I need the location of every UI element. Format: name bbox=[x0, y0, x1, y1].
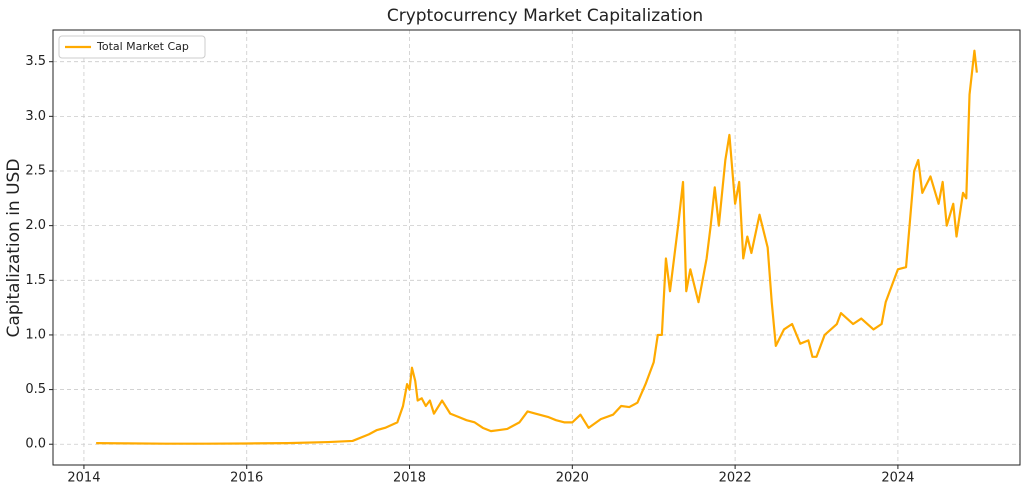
x-tick-label: 2016 bbox=[230, 471, 263, 486]
line-series bbox=[96, 49, 978, 445]
chart-title: Cryptocurrency Market Capitalization bbox=[387, 6, 703, 26]
legend-label: Total Market Cap bbox=[96, 40, 189, 53]
y-axis-label: Capitalization in USD bbox=[4, 159, 24, 338]
y-tick-label: 3.0 bbox=[25, 109, 46, 124]
x-tick-label: 2024 bbox=[881, 471, 914, 486]
y-tick-label: 1.5 bbox=[25, 273, 46, 288]
legend-box bbox=[58, 35, 206, 59]
y-tick-label: 2.0 bbox=[25, 218, 46, 233]
y-tick-label: 3.5 bbox=[25, 54, 46, 69]
x-tick-label: 2022 bbox=[719, 471, 752, 486]
plot-frame bbox=[52, 29, 1021, 466]
x-tick-label: 2020 bbox=[556, 471, 589, 486]
y-tick-label: 2.5 bbox=[25, 163, 46, 178]
y-tick-label: 0.5 bbox=[25, 382, 46, 397]
x-tick-label: 2014 bbox=[67, 471, 100, 486]
y-tick-label: 1.0 bbox=[25, 327, 46, 342]
legend: Total Market Cap bbox=[58, 35, 206, 59]
x-tick-label: 2018 bbox=[393, 471, 426, 486]
y-tick-label: 0.0 bbox=[25, 437, 46, 452]
